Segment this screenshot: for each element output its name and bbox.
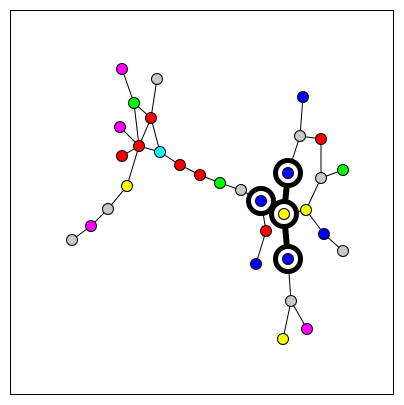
graph-node-n9 — [174, 159, 186, 171]
graph-edge-n31-n33 — [282, 300, 292, 340]
graph-node-n20 — [315, 172, 327, 184]
graph-node-n8 — [154, 146, 166, 158]
graph-node-n16 — [66, 234, 78, 246]
graph-node-n31 — [285, 295, 297, 307]
graph-node-n3 — [128, 97, 140, 109]
graph-node-n6 — [116, 150, 128, 162]
graph-node-n14 — [102, 203, 114, 215]
nodes-layer — [66, 63, 349, 345]
graph-node-n5 — [114, 121, 126, 133]
graph-node-n13 — [121, 180, 133, 192]
graph-node-n1 — [116, 63, 128, 75]
graph-node-n32 — [301, 323, 313, 335]
graph-node-n29 — [250, 258, 262, 270]
graph-node-n7 — [133, 140, 145, 152]
graph-node-n4 — [145, 112, 157, 124]
graph-edge-n17-n18 — [299, 96, 304, 137]
graph-node-n10 — [194, 169, 206, 181]
graph-node-n27 — [337, 245, 349, 257]
graph-edge-n1-n3 — [121, 68, 135, 104]
graph-node-n12 — [235, 184, 247, 196]
graph-edge-n3-n7 — [133, 102, 140, 147]
graph-node-n25 — [300, 204, 312, 216]
graph-node-n22 — [282, 167, 294, 179]
graph-node-n28 — [260, 225, 272, 237]
graph-node-n23 — [255, 195, 267, 207]
graph-node-n33 — [277, 333, 289, 345]
graph-node-n18 — [294, 130, 306, 142]
graph-node-n21 — [337, 164, 349, 176]
graph-node-n30 — [282, 253, 294, 265]
graph-edge-n2-n4 — [150, 78, 158, 119]
graph-frame — [10, 10, 394, 395]
graph-edge-n7-n13 — [126, 145, 140, 187]
graph-node-n15 — [85, 220, 97, 232]
graph-node-n2 — [151, 73, 163, 85]
graph-node-n26 — [318, 228, 330, 240]
graph-node-n17 — [297, 91, 309, 103]
graph-node-n24 — [278, 208, 290, 220]
graph-node-n19 — [315, 133, 327, 145]
graph-node-n11 — [214, 177, 226, 189]
